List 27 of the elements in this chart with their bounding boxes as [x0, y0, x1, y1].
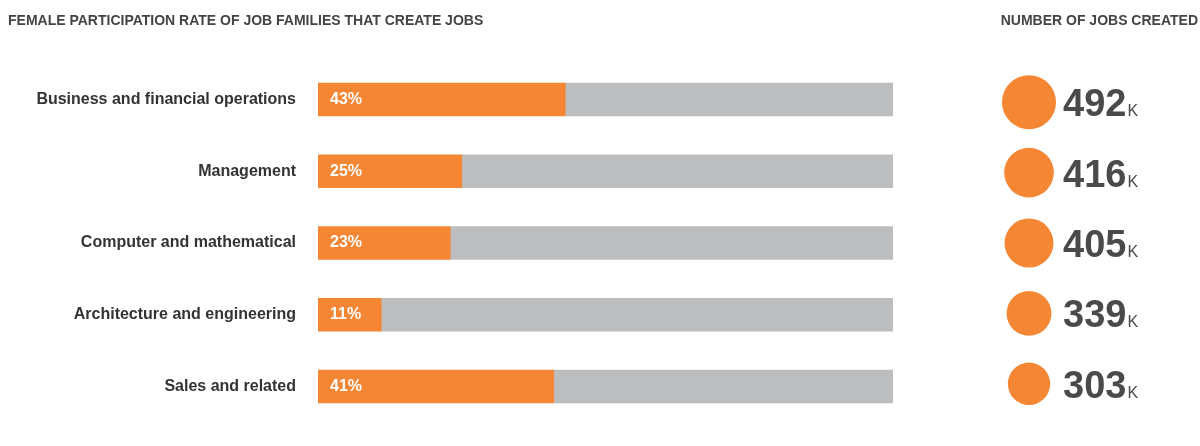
bar	[380, 297, 893, 332]
y-tick-label: Management	[198, 161, 297, 179]
bar	[318, 226, 451, 260]
data-label: 43%	[330, 89, 363, 107]
text: NUMBER OF JOBS CREATED	[1000, 12, 1198, 28]
data-label: 339K	[1063, 293, 1139, 336]
bar	[553, 369, 893, 404]
bar	[564, 82, 893, 117]
bar	[461, 154, 893, 189]
data-label: 405K	[1063, 223, 1139, 265]
data-label: 303K	[1063, 363, 1139, 406]
y-tick-label: Sales and related	[164, 376, 296, 394]
bar	[318, 154, 463, 189]
y-tick-label: Architecture and engineering	[73, 305, 296, 323]
data-label: 23%	[330, 233, 363, 251]
data-label: 41%	[330, 376, 363, 394]
data-label: 25%	[330, 161, 363, 179]
y-tick-label: Computer and mathematical	[80, 233, 296, 251]
data-label: 11%	[330, 305, 362, 323]
chart-title: FEMALE PARTICIPATION RATE OF JOB FAMILIES THAT CREATE JOBS	[8, 12, 484, 28]
bar	[318, 369, 555, 404]
data-label: 416K	[1063, 152, 1139, 195]
bar	[318, 82, 566, 117]
bar	[318, 297, 382, 332]
data-label: 492K	[1063, 82, 1139, 125]
y-tick-label: Business and financial operations	[36, 89, 297, 107]
bar	[449, 226, 893, 260]
